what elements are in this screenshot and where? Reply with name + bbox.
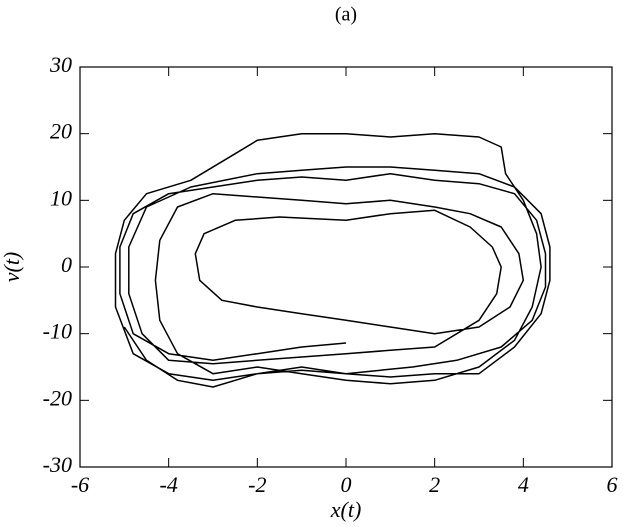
- x-tick-label: -6: [71, 472, 89, 497]
- trajectory: [114, 132, 551, 388]
- y-tick-label: 0: [61, 252, 72, 277]
- x-tick-label: -4: [160, 472, 178, 497]
- x-tick-label: -2: [248, 472, 266, 497]
- y-tick-label: 20: [50, 119, 72, 144]
- x-tick-label: 4: [518, 472, 529, 497]
- y-tick-label: -30: [43, 452, 72, 477]
- x-tick-label: 0: [341, 472, 352, 497]
- x-tick-label: 6: [607, 472, 618, 497]
- x-tick-label: 2: [429, 472, 440, 497]
- plot-frame: [79, 66, 613, 468]
- y-tick-label: -20: [43, 385, 72, 410]
- y-tick-label: 30: [49, 52, 72, 77]
- chart-title: (a): [335, 4, 357, 26]
- y-axis-label: v(t): [0, 252, 24, 283]
- y-tick-label: 10: [50, 185, 72, 210]
- y-tick-label: -10: [43, 319, 72, 344]
- x-axis-label: x(t): [330, 497, 362, 522]
